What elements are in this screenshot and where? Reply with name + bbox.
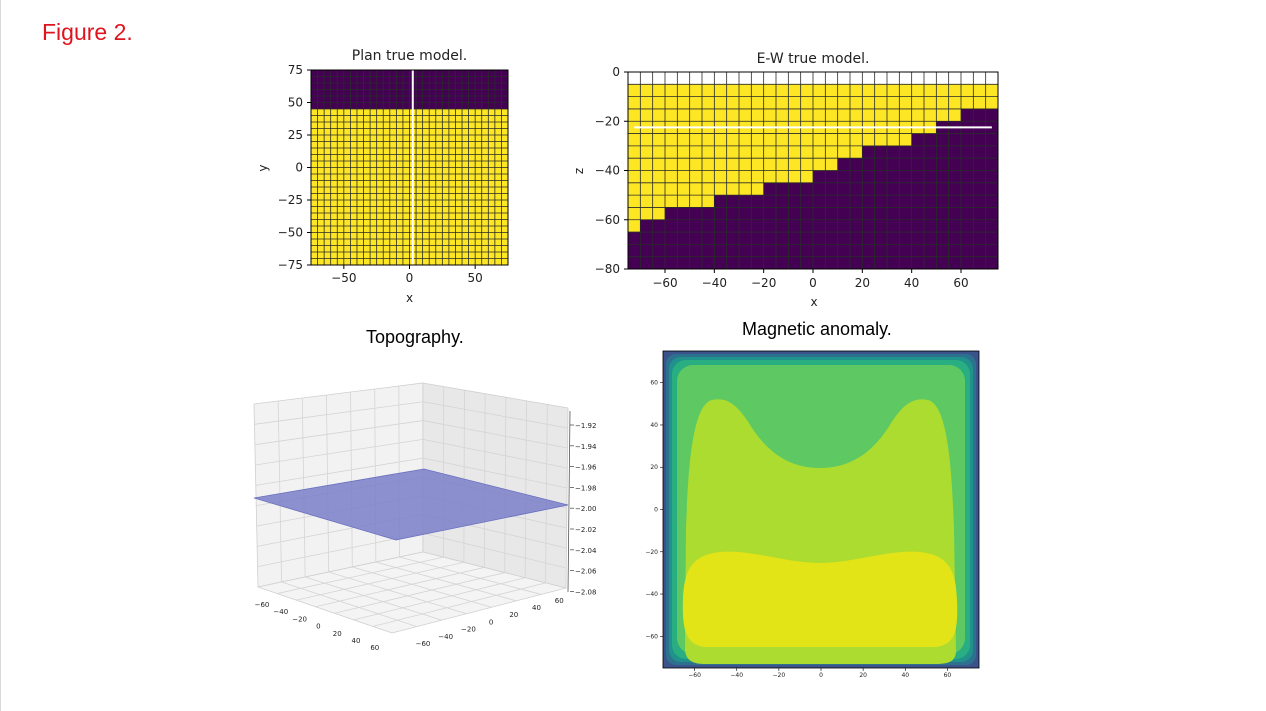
ew-ytick-label: −60: [595, 213, 620, 227]
ew-ylabel: z: [572, 168, 586, 174]
ew-ytick-label: −20: [595, 114, 620, 128]
mag-xtick-label: 0: [819, 672, 823, 679]
ew-title: E-W true model.: [757, 51, 870, 67]
topo-xtick-label: 60: [370, 644, 379, 652]
topo-ytick-label: 60: [555, 597, 564, 605]
ew-ytick-label: 0: [612, 65, 620, 79]
plan-ytick-label: −75: [278, 258, 303, 272]
plan-title: Plan true model.: [352, 48, 467, 64]
plan-ytick-label: 50: [288, 96, 303, 110]
magnetic-anomaly-plot: −60 −40 −20 0 20 40 60 60 40 20 0 −20 −40 −60: [645, 350, 980, 679]
mag-xtick-label: 20: [859, 672, 867, 679]
magnetic-anomaly-title: Magnetic anomaly.: [742, 319, 892, 339]
topo-ztick-label: −2.02: [575, 526, 596, 534]
plan-ytick-label: 25: [288, 128, 303, 142]
mag-ytick-label: 0: [654, 507, 658, 514]
plan-ytick-label: 75: [288, 63, 303, 77]
ew-ytick-label: −80: [595, 262, 620, 276]
topo-ytick-label: 20: [509, 611, 518, 619]
mag-xtick-label: 60: [944, 672, 952, 679]
mag-ytick-label: 60: [650, 380, 658, 387]
mag-ytick-label: −20: [645, 549, 658, 556]
topo-ytick-label: −20: [461, 626, 476, 634]
topo-ytick-label: 0: [489, 618, 493, 626]
mag-ytick-label: 20: [650, 464, 658, 471]
plan-xtick-label: 0: [406, 271, 414, 285]
plan-xtick-label: 50: [468, 271, 483, 285]
topo-surface: [253, 468, 569, 541]
ew-xtick-label: −60: [652, 276, 677, 290]
mag-xtick-label: −40: [730, 672, 743, 679]
topo-xtick-label: 20: [333, 630, 342, 638]
mag-level-6: [682, 551, 958, 647]
ew-model-plot: −60 −40 −20 0 20 40 60 0 −20 −40 −60 −80 E-W true mo…: [572, 51, 999, 309]
topo-xtick-label: −60: [255, 601, 270, 609]
topo-ztick-label: −1.96: [575, 464, 597, 472]
mag-ytick-label: −40: [645, 591, 658, 598]
figure-label: Figure 2.: [42, 19, 133, 45]
topography-title: Topography.: [366, 327, 464, 347]
ew-xtick-label: 20: [855, 276, 870, 290]
topo-ytick-label: 40: [532, 604, 541, 612]
topo-xtick-label: −40: [273, 608, 288, 616]
mag-xtick-label: 40: [901, 672, 909, 679]
topo-ztick-label: −2.04: [575, 547, 597, 555]
topography-plot: −1.92 −1.94 −1.96 −1.98 −2.00 −2.02 −2.04 −2.06…: [253, 382, 597, 652]
topo-ztick-label: −1.92: [575, 422, 596, 430]
ew-xtick-label: 60: [953, 276, 968, 290]
topo-ztick-label: −1.98: [575, 484, 596, 492]
topo-ztick-label: −2.00: [575, 505, 596, 513]
plan-ylabel: y: [256, 164, 270, 171]
ew-xtick-label: 40: [904, 276, 919, 290]
plan-ytick-label: 0: [295, 161, 303, 175]
topo-ytick-label: −40: [438, 633, 453, 641]
ew-ytick-label: −40: [595, 164, 620, 178]
topo-xtick-label: 0: [316, 623, 320, 631]
plan-xtick-label: −50: [331, 271, 356, 285]
mag-xtick-label: −20: [773, 672, 786, 679]
topo-xtick-label: 40: [352, 637, 361, 645]
slide-left-edge: [0, 0, 1, 711]
topo-ztick-label: −2.08: [575, 588, 596, 596]
mag-ytick-label: 40: [650, 422, 658, 429]
plan-ytick-label: −50: [278, 226, 303, 240]
plan-xlabel: x: [406, 291, 413, 305]
topo-ztick-label: −1.94: [575, 443, 597, 451]
ew-xlabel: x: [810, 295, 817, 309]
mag-xtick-label: −60: [688, 672, 701, 679]
ew-xtick-label: 0: [809, 276, 817, 290]
topo-ztick-label: −2.06: [575, 568, 597, 576]
topo-z-axis: [567, 410, 571, 593]
topo-xtick-label: −20: [292, 615, 307, 623]
plan-model-plot: −50 0 50 75 50 25 0 −25 −50 −75 Plan true model. x y: [256, 48, 509, 305]
mag-ytick-label: −60: [645, 633, 658, 640]
ew-xtick-label: −40: [702, 276, 727, 290]
plan-ytick-label: −25: [278, 193, 303, 207]
topo-ytick-label: −60: [416, 640, 431, 648]
topo-floor-pane: [256, 551, 567, 634]
ew-xtick-label: −20: [751, 276, 776, 290]
